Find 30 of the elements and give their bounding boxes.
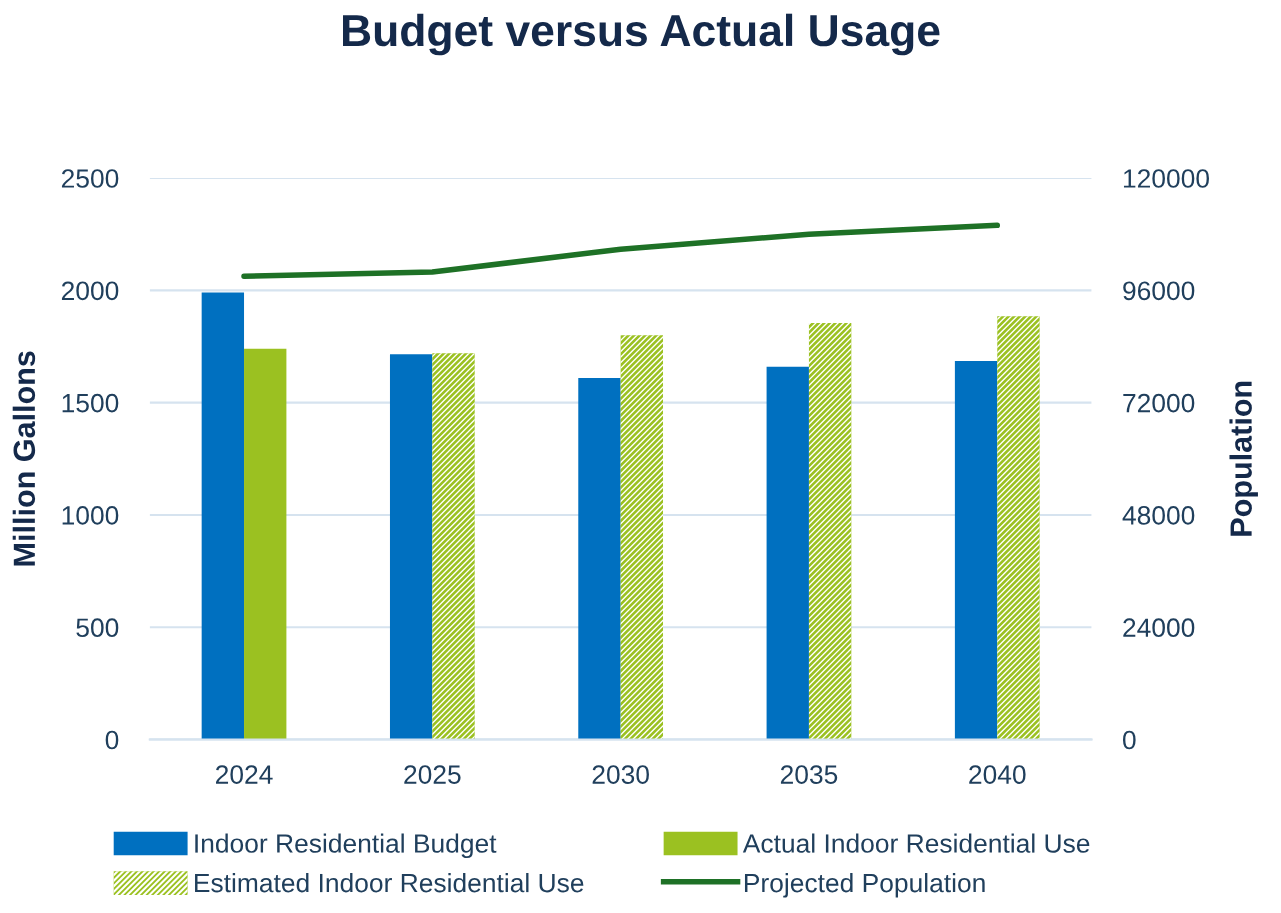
bar [244,348,287,740]
x-tick-label: 2040 [969,765,1026,784]
chart-title: Budget versus Actual Usage [343,13,940,56]
y2-tick-label: 24000 [1123,618,1195,638]
bar [201,292,245,740]
y2-tick-label: 0 [1123,730,1136,750]
y2-tick-label: 72000 [1123,393,1195,413]
y-tick-label: 2500 [61,169,119,188]
y-tick-label: 0 [105,730,119,750]
legend-label: Actual Indoor Residential Use [742,833,1090,853]
bar [766,366,809,740]
y-tick-label: 500 [76,618,119,638]
y2-axis-title: Population [1229,381,1258,536]
y-tick-label: 2000 [61,281,119,301]
x-tick-label: 2024 [216,765,273,784]
legend-label: Projected Population [744,873,985,898]
bar [578,377,621,740]
x-tick-label: 2030 [592,765,649,784]
y-axis-title: Million Gallons [12,351,36,566]
bar [389,354,433,740]
y2-tick-label: 48000 [1122,506,1195,525]
legend-label: Estimated Indoor Residential Use [195,873,584,893]
y-tick-label: 1500 [62,393,119,413]
y2-tick-label: 96000 [1123,281,1195,301]
legend-label: Indoor Residential Budget [195,833,497,859]
x-tick-label: 2035 [780,765,838,784]
y-tick-label: 1000 [62,506,119,525]
x-tick-label: 2025 [404,765,461,784]
y2-tick-label: 120000 [1123,169,1209,188]
bar [954,361,998,740]
